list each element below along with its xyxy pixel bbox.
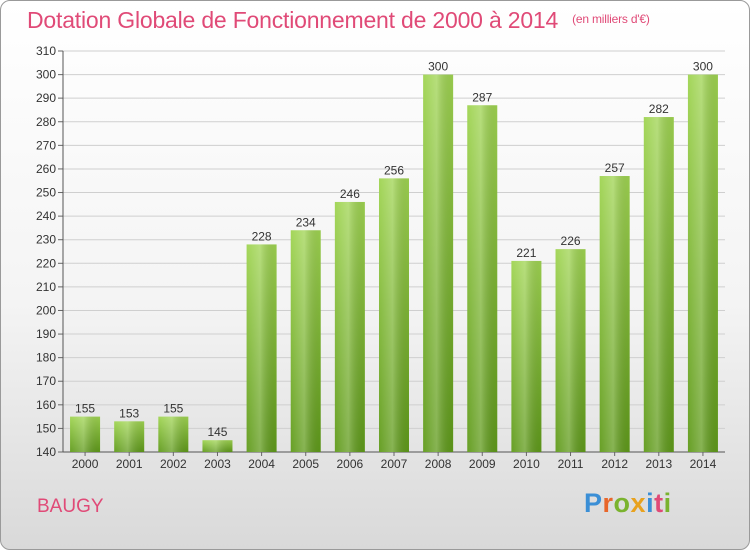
bar-value-label: 300 <box>693 60 713 74</box>
bar-value-label: 153 <box>119 406 139 420</box>
bar-value-label: 226 <box>561 234 581 248</box>
y-tick-label: 240 <box>36 209 56 223</box>
logo-letter: i <box>663 488 672 518</box>
y-tick-label: 170 <box>36 374 56 388</box>
bar-value-label: 246 <box>340 187 360 201</box>
x-tick-label: 2009 <box>469 457 496 471</box>
place-name: BAUGY <box>37 496 104 517</box>
bar-value-label: 234 <box>296 215 316 229</box>
bar-shine <box>158 416 189 452</box>
bar-value-label: 282 <box>649 102 669 116</box>
y-tick-label: 210 <box>36 280 56 294</box>
x-tick-label: 2002 <box>160 457 187 471</box>
bar-shine <box>246 244 277 452</box>
y-tick-label: 250 <box>36 186 56 200</box>
logo-letter: t <box>654 488 664 518</box>
bar-shine <box>599 176 630 453</box>
bar-shine <box>423 74 454 453</box>
bar-value-label: 228 <box>252 229 272 243</box>
bar-value-label: 287 <box>472 90 492 104</box>
y-tick-label: 280 <box>36 115 56 129</box>
chart-title-text: Dotation Globale de Fonctionnement de 20… <box>27 7 559 33</box>
bar-shine <box>334 201 365 452</box>
bar-value-label: 155 <box>75 402 95 416</box>
y-tick-label: 150 <box>36 421 56 435</box>
bar-value-label: 257 <box>605 161 625 175</box>
logo-letter: x <box>630 488 647 518</box>
y-tick-label: 160 <box>36 398 56 412</box>
x-tick-label: 2010 <box>513 457 540 471</box>
y-tick-label: 200 <box>36 303 56 317</box>
bar-shine <box>70 416 101 452</box>
y-tick-label: 300 <box>36 68 56 82</box>
bar-shine <box>290 230 321 452</box>
bar-shine <box>555 249 586 452</box>
bar-shine <box>643 117 674 452</box>
proxiti-logo: Proxiti <box>584 488 672 519</box>
logo-letter: i <box>646 488 655 518</box>
x-tick-label: 2008 <box>425 457 452 471</box>
x-tick-label: 2001 <box>116 457 143 471</box>
x-tick-label: 2013 <box>645 457 672 471</box>
chart-title: Dotation Globale de Fonctionnement de 20… <box>27 7 650 34</box>
bar-value-label: 300 <box>428 60 448 74</box>
x-tick-label: 2011 <box>558 457 584 471</box>
x-tick-label: 2003 <box>204 457 231 471</box>
bar-value-label: 155 <box>163 402 183 416</box>
y-tick-label: 310 <box>36 44 56 58</box>
x-tick-label: 2007 <box>381 457 408 471</box>
y-tick-label: 220 <box>36 256 56 270</box>
y-tick-label: 140 <box>36 445 56 459</box>
x-tick-label: 2006 <box>337 457 364 471</box>
logo-letter: r <box>602 488 614 518</box>
chart-subtitle: (en milliers d'€) <box>572 12 650 26</box>
y-tick-label: 180 <box>36 351 56 365</box>
y-tick-label: 290 <box>36 91 56 105</box>
y-tick-label: 260 <box>36 162 56 176</box>
logo-letter: P <box>584 488 603 518</box>
bar-shine <box>467 105 498 453</box>
logo-letter: o <box>613 488 631 518</box>
y-tick-label: 270 <box>36 138 56 152</box>
y-tick-label: 190 <box>36 327 56 341</box>
bar-shine <box>202 440 233 452</box>
x-tick-label: 2014 <box>690 457 717 471</box>
bar-value-label: 145 <box>207 425 227 439</box>
x-tick-label: 2012 <box>601 457 628 471</box>
x-tick-label: 2000 <box>72 457 99 471</box>
y-tick-label: 230 <box>36 233 56 247</box>
x-tick-label: 2004 <box>248 457 275 471</box>
bar-value-label: 221 <box>516 246 536 260</box>
bars <box>70 74 718 453</box>
bar-value-label: 256 <box>384 163 404 177</box>
bar-shine <box>511 260 542 452</box>
bar-shine <box>687 74 718 453</box>
labels: 140 150 160 170 180 190 200 210 220 230 240 250 260 2… <box>36 44 717 471</box>
bar-shine <box>114 421 145 452</box>
x-tick-label: 2005 <box>292 457 319 471</box>
bar-shine <box>378 178 410 452</box>
